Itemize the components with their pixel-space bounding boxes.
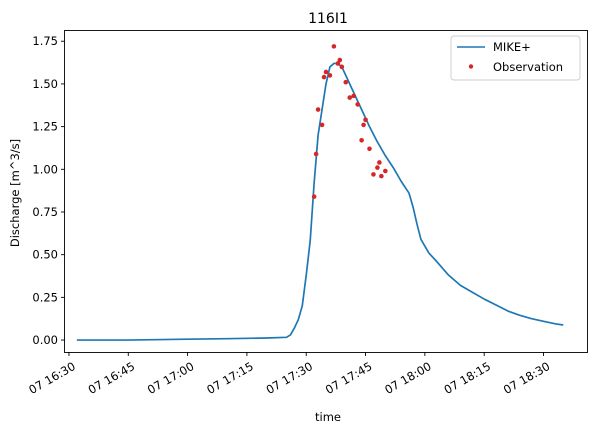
- y-tick-label: 1.75: [32, 34, 58, 48]
- observation-point: [311, 194, 317, 199]
- observation-point: [321, 74, 327, 80]
- y-tick-label: 1.25: [32, 120, 58, 134]
- observation-point: [361, 122, 366, 128]
- observation-point: [337, 57, 343, 63]
- x-tick-label: 07 17:00: [145, 359, 197, 397]
- x-tick-label: 07 18:30: [501, 359, 553, 397]
- chart-title: 116I1: [308, 11, 348, 27]
- observation-point: [319, 122, 325, 128]
- plot-area: [76, 44, 564, 341]
- observation-point: [375, 165, 380, 170]
- x-tick-label: 07 17:30: [264, 359, 316, 397]
- observation-point: [335, 61, 341, 66]
- observation-point: [351, 93, 356, 99]
- series-line-mike-plus: [76, 62, 564, 341]
- observation-point: [383, 168, 388, 174]
- x-axis-label: time: [315, 410, 341, 424]
- observation-point: [323, 69, 329, 75]
- y-tick-label: 0.50: [32, 248, 58, 262]
- observation-point: [327, 73, 333, 78]
- observation-point: [371, 172, 376, 177]
- y-axis: 0.00 0.25 0.50 0.75 1.00 1.25 1.50 1.75: [32, 34, 65, 347]
- observation-point: [377, 160, 382, 165]
- x-tick-label: 07 17:15: [204, 359, 256, 397]
- observation-point: [363, 117, 368, 123]
- legend-label-observation: Observation: [493, 60, 563, 74]
- observation-point: [339, 64, 345, 70]
- x-tick-label: 07 17:45: [323, 359, 375, 397]
- x-tick-label: 07 18:15: [442, 359, 494, 397]
- observation-point: [313, 151, 319, 157]
- observation-point: [331, 44, 337, 49]
- x-tick-label: 07 16:45: [86, 359, 138, 397]
- y-axis-label: Discharge [m^3/s]: [8, 139, 22, 247]
- y-tick-label: 0.25: [32, 290, 58, 304]
- observation-point: [347, 95, 353, 100]
- plot-frame: [64, 30, 588, 353]
- observation-point: [343, 79, 349, 85]
- x-axis: 07 16:30 07 16:45 07 17:00 07 17:15 07 17:30…: [26, 352, 552, 397]
- x-tick-label: 07 16:30: [26, 359, 78, 397]
- observation-point: [315, 107, 321, 112]
- y-tick-label: 1.00: [32, 162, 58, 176]
- legend-label-mike-plus: MIKE+: [493, 40, 531, 54]
- observation-point: [355, 102, 360, 107]
- observation-point: [359, 137, 364, 143]
- legend: MIKE+ Observation: [450, 35, 581, 81]
- y-tick-label: 0.00: [32, 333, 58, 347]
- y-tick-label: 0.75: [32, 205, 58, 219]
- observation-point: [379, 173, 384, 179]
- x-tick-label: 07 18:00: [382, 359, 434, 397]
- y-tick-label: 1.50: [32, 77, 58, 91]
- observation-point: [367, 146, 372, 152]
- legend-marker-observation: [468, 64, 474, 69]
